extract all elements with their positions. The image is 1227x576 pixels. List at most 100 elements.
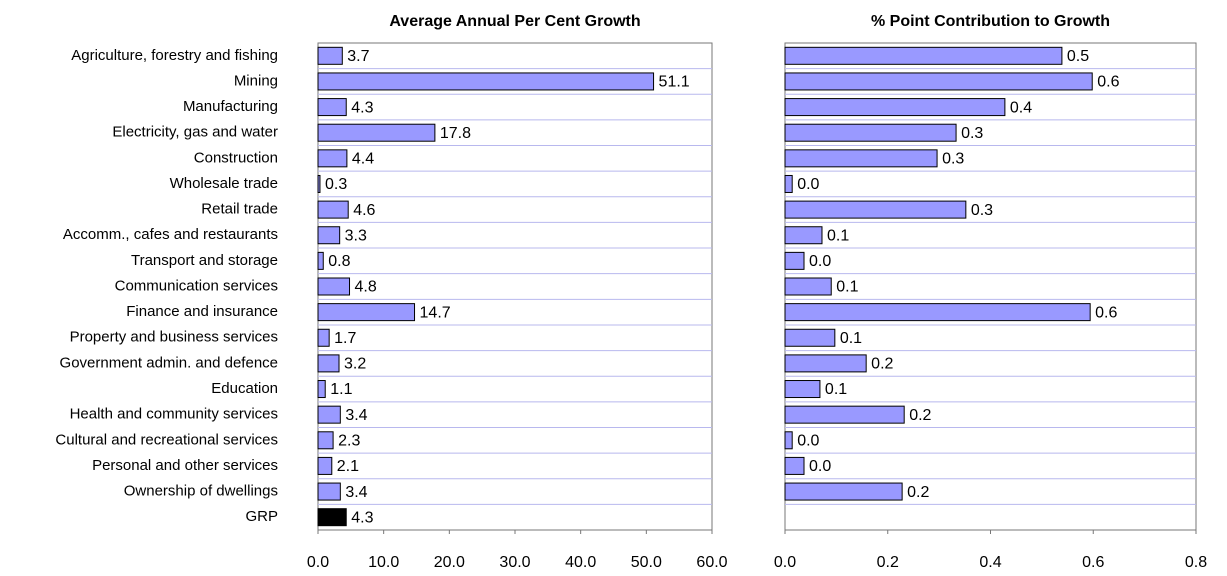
- category-label: Personal and other services: [92, 457, 278, 474]
- bar: [784, 226, 823, 245]
- bar: [784, 72, 1093, 91]
- chart-title: Average Annual Per Cent Growth: [389, 13, 640, 30]
- bar: [317, 174, 321, 193]
- value-label: 4.6: [353, 202, 375, 219]
- x-tick-label: 0.8: [1185, 554, 1207, 571]
- value-label: 0.3: [971, 202, 993, 219]
- bar: [317, 456, 333, 475]
- category-label: Electricity, gas and water: [112, 124, 278, 141]
- value-label: 0.5: [1067, 48, 1089, 65]
- bar: [317, 303, 416, 322]
- x-tick-label: 0.0: [774, 554, 796, 571]
- value-label: 3.4: [345, 407, 367, 424]
- bar: [317, 200, 349, 219]
- bar: [784, 456, 805, 475]
- bar: [784, 277, 832, 296]
- bar: [317, 354, 340, 373]
- value-label: 4.4: [352, 151, 374, 168]
- category-label: Communication services: [115, 277, 278, 294]
- bar: [317, 149, 348, 168]
- category-label: Construction: [194, 149, 278, 166]
- value-label: 2.1: [337, 458, 359, 475]
- value-label: 0.8: [328, 253, 350, 270]
- bar: [784, 354, 867, 373]
- value-label: 0.3: [942, 151, 964, 168]
- plot-area: [317, 42, 713, 531]
- value-label: 0.2: [871, 356, 893, 373]
- category-label: Property and business services: [70, 329, 278, 346]
- x-tick-label: 0.0: [307, 554, 329, 571]
- category-label: Retail trade: [201, 201, 278, 218]
- category-label: Mining: [234, 72, 278, 89]
- bar: [317, 380, 326, 399]
- value-label: 4.8: [355, 279, 377, 296]
- bar: [784, 149, 938, 168]
- bar: [317, 405, 341, 424]
- value-label: 0.6: [1095, 304, 1117, 321]
- category-label: GRP: [245, 508, 278, 525]
- x-tick-label: 30.0: [499, 554, 530, 571]
- bar: [784, 380, 821, 399]
- value-label: 3.2: [344, 356, 366, 373]
- bar: [784, 251, 805, 270]
- x-tick-label: 20.0: [434, 554, 465, 571]
- value-label: 4.3: [351, 509, 373, 526]
- category-label: Transport and storage: [131, 252, 278, 269]
- value-label: 1.1: [330, 381, 352, 398]
- value-label: 51.1: [659, 74, 690, 91]
- bar: [784, 46, 1063, 65]
- bar: [317, 277, 351, 296]
- value-label: 0.1: [827, 227, 849, 244]
- value-label: 0.2: [909, 407, 931, 424]
- x-tick-label: 0.6: [1082, 554, 1104, 571]
- value-label: 0.3: [325, 176, 347, 193]
- value-label: 0.4: [1010, 99, 1032, 116]
- value-label: 0.0: [809, 458, 831, 475]
- value-label: 0.1: [836, 279, 858, 296]
- bar: [317, 123, 436, 142]
- bar: [784, 123, 957, 142]
- value-label: 1.7: [334, 330, 356, 347]
- category-label: Wholesale trade: [170, 175, 278, 192]
- x-tick-label: 0.2: [877, 554, 899, 571]
- bar: [317, 72, 655, 91]
- x-tick-label: 50.0: [631, 554, 662, 571]
- bar: [317, 98, 347, 117]
- category-label: Agriculture, forestry and fishing: [71, 47, 278, 64]
- bar: [784, 328, 836, 347]
- value-label: 4.3: [351, 99, 373, 116]
- x-tick-label: 40.0: [565, 554, 596, 571]
- category-label: Cultural and recreational services: [55, 431, 278, 448]
- value-label: 3.3: [345, 227, 367, 244]
- bar: [317, 46, 343, 65]
- bar: [784, 98, 1006, 117]
- value-label: 3.4: [345, 484, 367, 501]
- category-label: Government admin. and defence: [60, 354, 278, 371]
- value-label: 3.7: [347, 48, 369, 65]
- value-label: 0.1: [840, 330, 862, 347]
- bar: [784, 431, 793, 450]
- value-label: 0.0: [809, 253, 831, 270]
- bar: [784, 482, 903, 501]
- value-label: 0.2: [907, 484, 929, 501]
- value-label: 0.0: [797, 433, 819, 450]
- bar: [784, 200, 967, 219]
- value-label: 17.8: [440, 125, 471, 142]
- category-label: Education: [211, 380, 278, 397]
- category-label: Accomm., cafes and restaurants: [63, 226, 278, 243]
- category-label: Health and community services: [70, 406, 278, 423]
- bar: [317, 482, 341, 501]
- category-label: Finance and insurance: [126, 303, 278, 320]
- value-label: 2.3: [338, 433, 360, 450]
- value-label: 0.1: [825, 381, 847, 398]
- value-label: 0.0: [797, 176, 819, 193]
- bar: [317, 251, 324, 270]
- value-label: 14.7: [420, 304, 451, 321]
- bar: [317, 328, 330, 347]
- category-label: Manufacturing: [183, 98, 278, 115]
- bar: [317, 508, 347, 527]
- category-label: Ownership of dwellings: [124, 483, 278, 500]
- chart-title: % Point Contribution to Growth: [871, 13, 1110, 30]
- bar: [784, 174, 793, 193]
